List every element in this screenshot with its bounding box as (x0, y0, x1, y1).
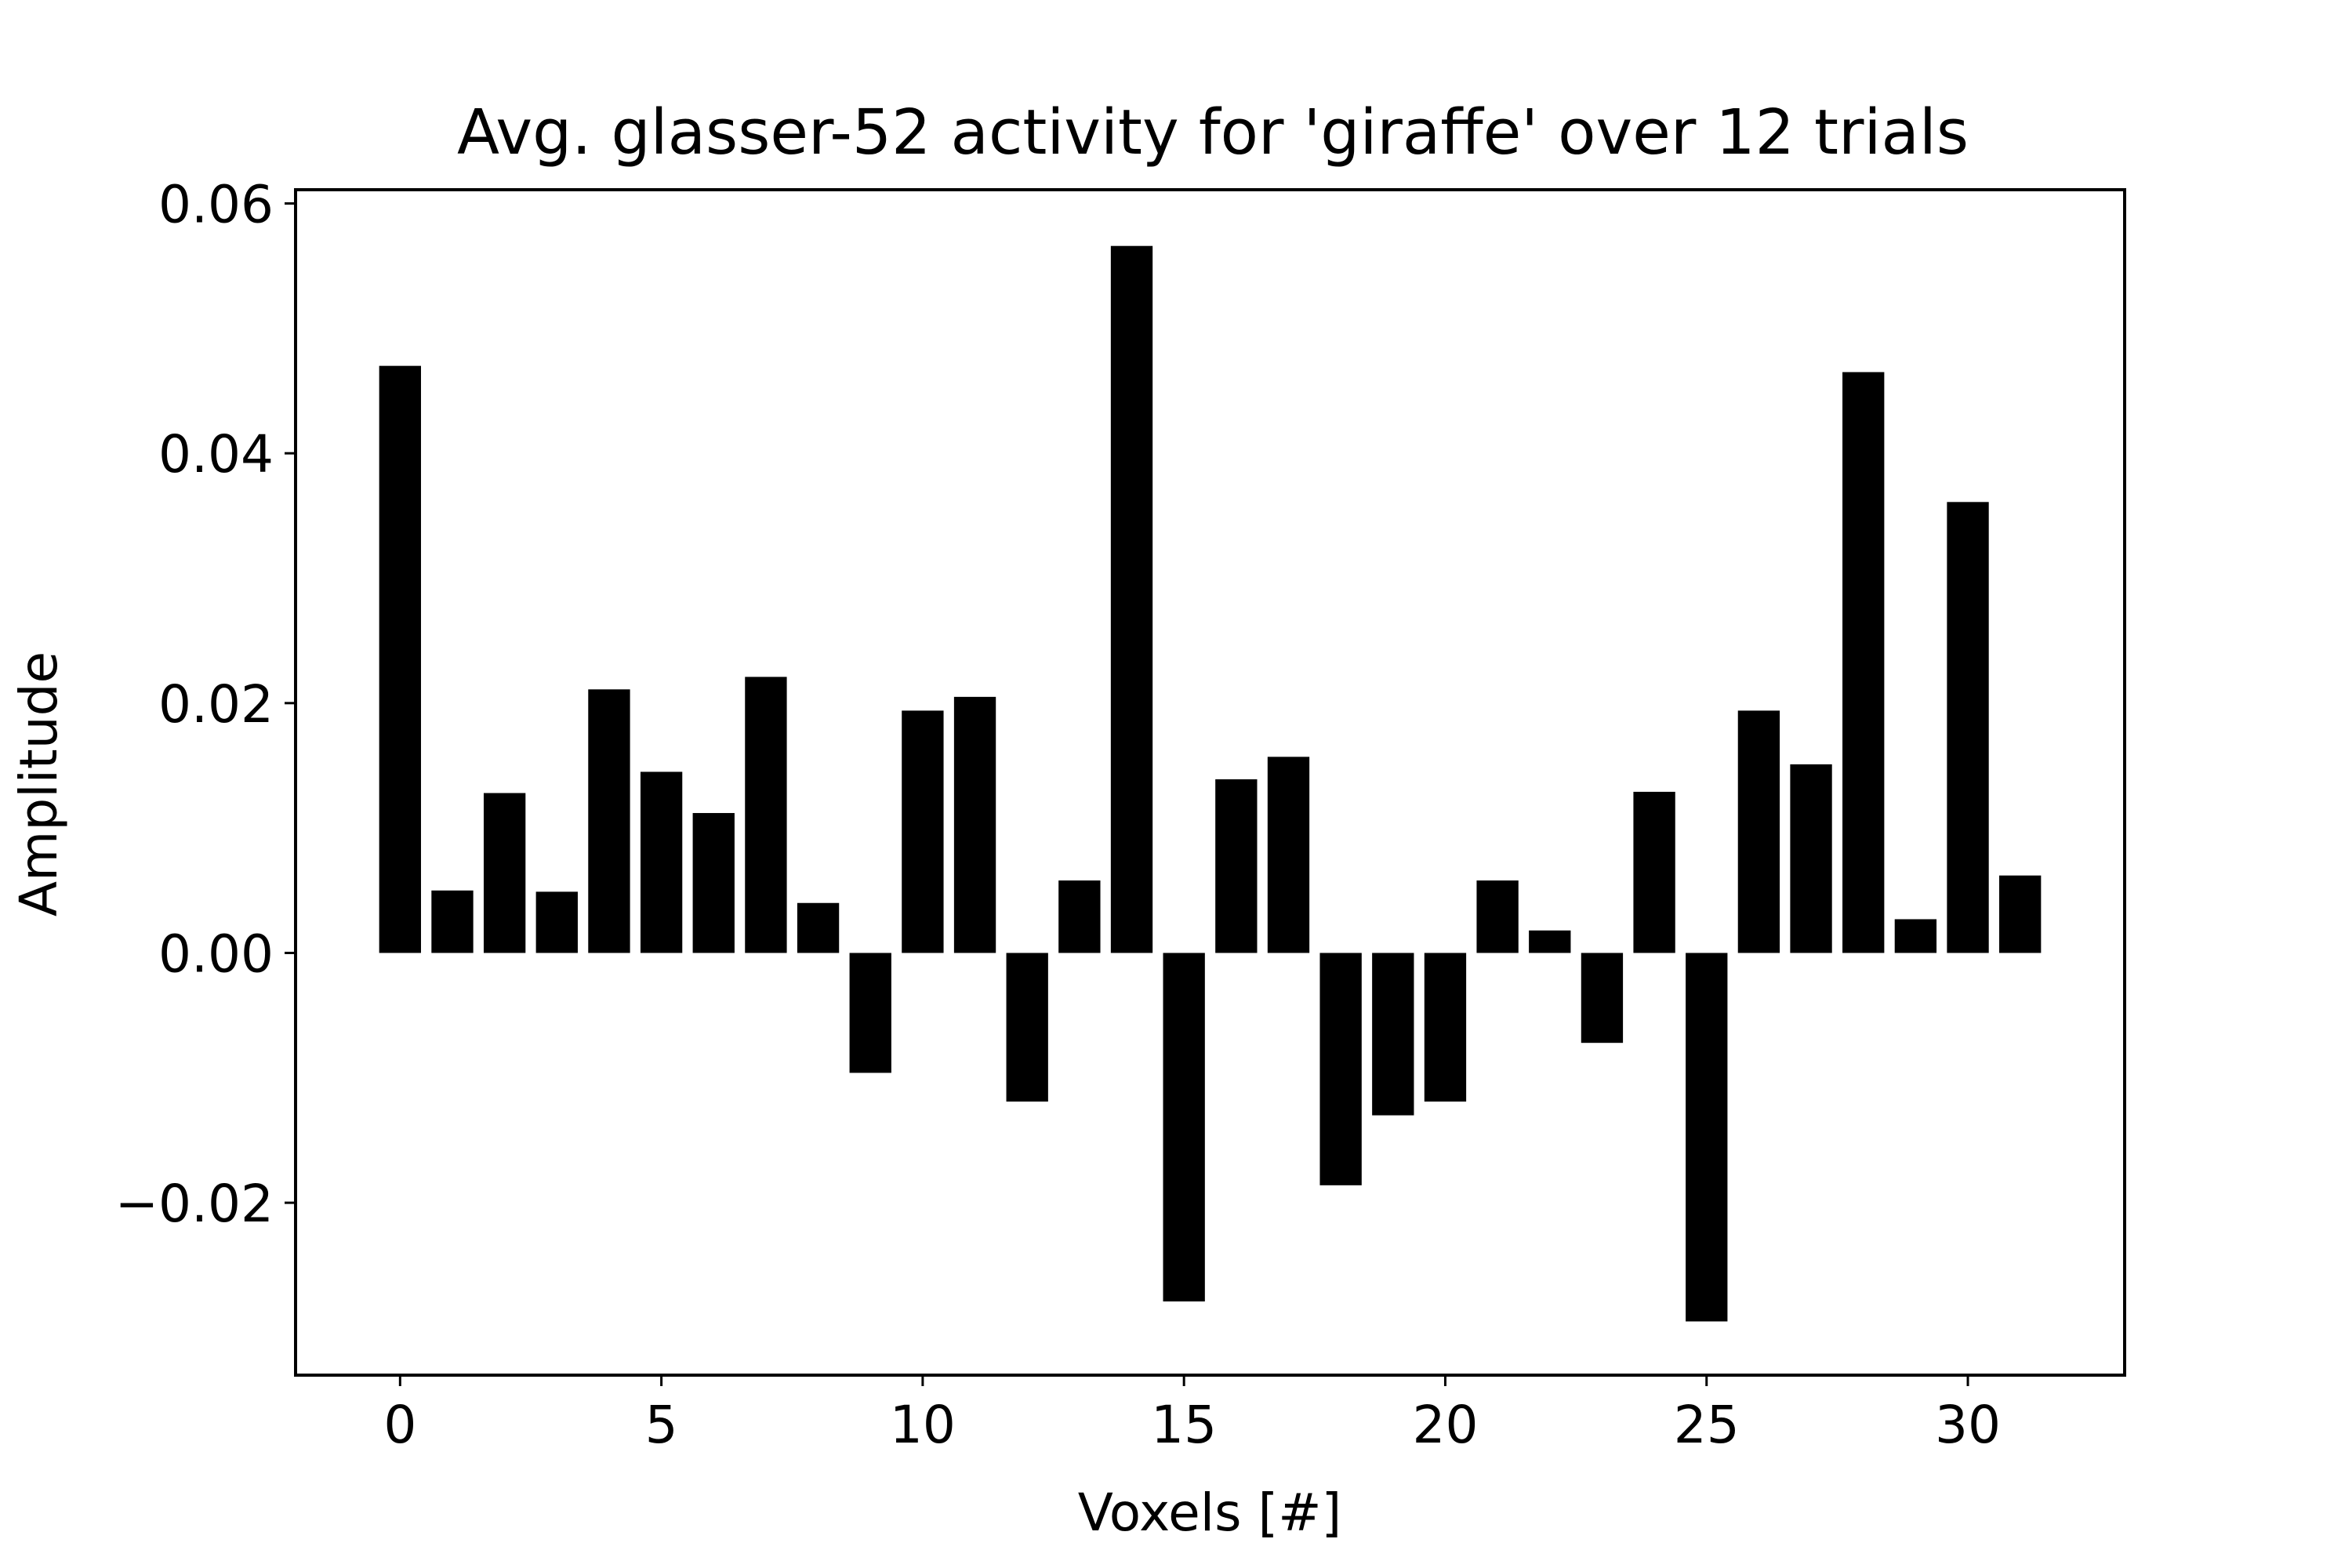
x-axis-ticks: 0 5 10 15 20 25 30 (383, 1375, 2001, 1455)
x-tick-label: 0 (383, 1395, 416, 1455)
bars-group (379, 245, 2042, 1322)
y-tick-label: 0.02 (158, 674, 274, 735)
bar-voxel-10 (902, 710, 944, 953)
bar-voxel-11 (953, 696, 996, 953)
y-tick-label: 0.00 (158, 924, 274, 984)
bar-voxel-2 (483, 793, 526, 953)
bar-voxel-15 (1163, 953, 1205, 1301)
chart-title: Avg. glasser-52 activity for 'giraffe' o… (457, 96, 1969, 169)
bar-voxel-6 (692, 813, 735, 953)
bar-voxel-23 (1581, 953, 1624, 1044)
y-tick-label: 0.06 (158, 175, 274, 235)
bar-voxel-3 (535, 891, 578, 953)
bar-voxel-18 (1319, 953, 1362, 1185)
bar-voxel-7 (745, 677, 787, 953)
bar-voxel-25 (1686, 953, 1728, 1322)
y-axis-label: Amplitude (9, 652, 69, 916)
bar-voxel-30 (1947, 502, 1989, 953)
plot-frame (294, 188, 2126, 1377)
bar-voxel-5 (640, 771, 683, 953)
bar-voxel-22 (1529, 930, 1571, 953)
bar-voxel-21 (1476, 880, 1519, 953)
y-tick-label: −0.02 (115, 1174, 274, 1234)
x-tick-label: 5 (645, 1395, 678, 1455)
bar-voxel-0 (379, 365, 421, 953)
bar-voxel-1 (431, 890, 474, 953)
bar-voxel-19 (1372, 953, 1414, 1116)
x-tick-label: 10 (890, 1395, 956, 1455)
bar-voxel-9 (849, 953, 891, 1073)
bar-voxel-13 (1058, 880, 1101, 953)
x-tick-label: 20 (1412, 1395, 1478, 1455)
x-tick-label: 15 (1151, 1395, 1217, 1455)
bar-voxel-31 (1999, 875, 2042, 953)
bar-voxel-28 (1842, 372, 1885, 953)
bar-voxel-29 (1894, 919, 1937, 953)
x-axis-label: Voxels [#] (1078, 1483, 1342, 1543)
bar-voxel-26 (1737, 710, 1780, 953)
bar-voxel-20 (1424, 953, 1467, 1102)
bar-voxel-24 (1633, 791, 1675, 953)
x-tick-label: 25 (1674, 1395, 1740, 1455)
bar-voxel-27 (1790, 764, 1832, 953)
y-axis-ticks: −0.02 0.00 0.02 0.04 0.06 (115, 175, 296, 1234)
x-tick-label: 30 (1935, 1395, 2001, 1455)
bar-voxel-8 (797, 902, 840, 953)
bar-voxel-4 (588, 689, 630, 953)
bar-voxel-12 (1006, 953, 1048, 1102)
bar-voxel-16 (1215, 779, 1258, 953)
bar-voxel-14 (1110, 245, 1153, 953)
bar-voxel-17 (1267, 757, 1310, 953)
y-tick-label: 0.04 (158, 424, 274, 485)
